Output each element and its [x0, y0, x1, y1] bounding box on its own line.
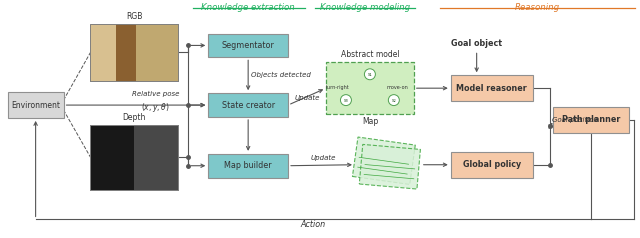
Text: Update: Update	[294, 95, 320, 101]
Text: s₁: s₁	[367, 72, 372, 77]
Bar	[90, 24, 116, 81]
Bar	[90, 125, 179, 190]
Text: Objects detected: Objects detected	[251, 72, 311, 78]
FancyBboxPatch shape	[8, 92, 63, 118]
Text: Goal position: Goal position	[552, 117, 598, 124]
Text: Depth: Depth	[123, 113, 146, 122]
Bar	[90, 125, 179, 190]
Text: Update: Update	[311, 155, 336, 161]
Text: RGB: RGB	[126, 12, 143, 20]
Bar	[136, 24, 179, 81]
Text: Reasoning: Reasoning	[515, 3, 560, 12]
Text: move-on: move-on	[387, 85, 408, 90]
Circle shape	[340, 95, 351, 106]
FancyBboxPatch shape	[208, 93, 288, 117]
Circle shape	[388, 95, 399, 106]
FancyBboxPatch shape	[208, 34, 288, 57]
Text: s₀: s₀	[344, 98, 348, 103]
Bar	[134, 125, 179, 190]
Polygon shape	[359, 144, 420, 189]
Text: Model reasoner: Model reasoner	[456, 84, 527, 93]
Text: Relative pose: Relative pose	[132, 91, 179, 97]
Circle shape	[364, 69, 376, 80]
Text: Segmentator: Segmentator	[221, 41, 275, 50]
Polygon shape	[353, 137, 415, 184]
Text: State creator: State creator	[221, 101, 275, 109]
Text: Global policy: Global policy	[463, 160, 521, 169]
FancyBboxPatch shape	[451, 152, 532, 178]
Text: Map: Map	[362, 117, 378, 126]
FancyBboxPatch shape	[554, 107, 629, 133]
Bar	[116, 24, 136, 81]
Text: Knowledge extraction: Knowledge extraction	[202, 3, 295, 12]
Text: Environment: Environment	[11, 101, 60, 109]
Text: Map builder: Map builder	[225, 161, 272, 170]
Text: Abstract model: Abstract model	[340, 50, 399, 59]
Bar	[90, 24, 179, 81]
Text: turn-right: turn-right	[326, 85, 350, 90]
FancyBboxPatch shape	[326, 62, 414, 114]
Text: Path planner: Path planner	[562, 115, 621, 124]
FancyBboxPatch shape	[451, 75, 532, 101]
Text: s₂: s₂	[392, 98, 396, 103]
Bar	[90, 24, 179, 81]
Text: $(x, y, \theta)$: $(x, y, \theta)$	[141, 101, 170, 114]
Text: Knowledge modeling: Knowledge modeling	[320, 3, 410, 12]
Text: Goal object: Goal object	[451, 40, 502, 48]
FancyBboxPatch shape	[208, 154, 288, 178]
Text: Action: Action	[301, 220, 326, 229]
